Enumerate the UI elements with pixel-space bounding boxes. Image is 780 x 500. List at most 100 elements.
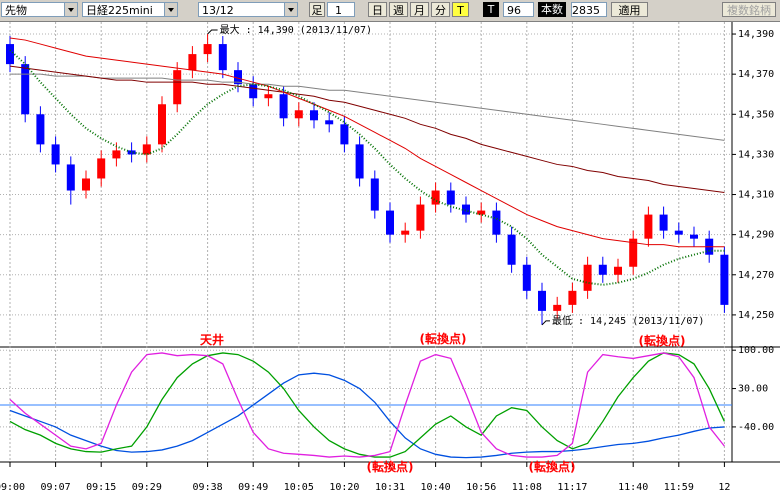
x-tick-label: 09:15 <box>86 482 116 493</box>
bars-label: 本数 <box>538 2 566 17</box>
month: 13/12 <box>202 4 234 17</box>
candle-body <box>584 265 592 291</box>
candle-body <box>143 144 151 154</box>
toolbar: 先物 日経225mini 13/12 足 1 日 週 月 分 T T 96 本数… <box>0 0 780 22</box>
candle-body <box>52 144 60 164</box>
candle-body <box>523 265 531 291</box>
x-tick-label: 10:20 <box>329 482 359 493</box>
min-label: 最低 : 14,245 (2013/11/07) <box>552 314 704 327</box>
candle-body <box>67 164 75 190</box>
market-select[interactable]: 先物 <box>1 2 78 17</box>
candle-body <box>508 235 516 265</box>
candle-body <box>310 110 318 120</box>
candle-body <box>675 231 683 235</box>
candle-body <box>204 44 212 54</box>
candle-body <box>447 191 455 205</box>
minute-button[interactable]: 分 <box>431 2 450 17</box>
candle-body <box>568 291 576 305</box>
candle-body <box>325 120 333 124</box>
y-tick-label: 14,350 <box>738 109 774 120</box>
product: 日経225mini <box>86 4 153 17</box>
month-button[interactable]: 月 <box>410 2 429 17</box>
annotation: (転換点) <box>420 331 467 346</box>
x-tick-label: 11:59 <box>664 482 694 493</box>
candle-body <box>660 215 668 231</box>
apply-button[interactable]: 適用 <box>611 2 648 17</box>
tick-button[interactable]: T <box>452 2 469 17</box>
x-tick-label: 11:40 <box>618 482 648 493</box>
candle-body <box>82 178 90 190</box>
y-tick-label: 14,390 <box>738 29 774 40</box>
chart-background <box>0 22 780 500</box>
month-select[interactable]: 13/12 <box>198 2 298 17</box>
x-tick-label: 12 <box>718 482 730 493</box>
candle-body <box>97 158 105 178</box>
annotation: (転換点) <box>639 333 686 348</box>
candle-body <box>614 267 622 275</box>
y-tick-label: 30.00 <box>738 384 768 395</box>
week-button[interactable]: 週 <box>389 2 408 17</box>
candle-body <box>173 70 181 104</box>
x-tick-label: 09:38 <box>193 482 223 493</box>
candle-body <box>356 144 364 178</box>
y-tick-label: 100.00 <box>738 345 774 356</box>
annotation: (転換点) <box>529 459 576 474</box>
max-label: 最大 : 14,390 (2013/11/07) <box>220 23 372 36</box>
x-tick-label: 09:49 <box>238 482 268 493</box>
x-tick-label: 10:56 <box>466 482 496 493</box>
x-tick-label: 09:07 <box>41 482 71 493</box>
multi-button[interactable]: 複数銘柄 <box>722 2 776 17</box>
candle-body <box>386 211 394 235</box>
annotation: 天井 <box>200 332 224 347</box>
candle-body <box>538 291 546 311</box>
bar-label: 足 <box>309 2 325 17</box>
tick-label: T <box>483 2 499 17</box>
y-tick-label: 14,370 <box>738 69 774 80</box>
candle-body <box>553 305 561 311</box>
x-tick-label: 11:08 <box>512 482 542 493</box>
candle-body <box>462 205 470 215</box>
product-select[interactable]: 日経225mini <box>82 2 178 17</box>
annotation: (転換点) <box>367 459 414 474</box>
bars-value[interactable]: 2835 <box>571 2 607 17</box>
candle-body <box>690 235 698 239</box>
candle-body <box>188 54 196 70</box>
x-tick-label: 09:29 <box>132 482 162 493</box>
tick-value[interactable]: 96 <box>503 2 534 17</box>
y-tick-label: 14,310 <box>738 190 774 201</box>
candle-body <box>112 150 120 158</box>
candle-body <box>219 44 227 70</box>
candle-body <box>477 211 485 215</box>
x-tick-label: 09:00 <box>0 482 25 493</box>
x-tick-label: 10:05 <box>284 482 314 493</box>
candle-body <box>158 104 166 144</box>
market: 先物 <box>5 4 27 17</box>
candle-body <box>644 215 652 239</box>
y-tick-label: -40.00 <box>738 422 774 433</box>
candle-body <box>371 178 379 210</box>
chart: 09:00 09:07 09:15 09:29 09:38 09:49 10:05 10:20… <box>0 22 780 500</box>
candle-body <box>295 110 303 118</box>
candle-body <box>6 44 14 64</box>
candle-body <box>401 231 409 235</box>
bar-count[interactable]: 1 <box>327 2 355 17</box>
candle-body <box>249 84 257 98</box>
x-tick-label: 10:31 <box>375 482 405 493</box>
candle-body <box>340 124 348 144</box>
candle-body <box>432 191 440 205</box>
x-tick-label: 11:17 <box>557 482 587 493</box>
y-tick-label: 14,290 <box>738 230 774 241</box>
candle-body <box>599 265 607 275</box>
candle-body <box>128 150 136 154</box>
y-tick-label: 14,330 <box>738 149 774 160</box>
day-button[interactable]: 日 <box>368 2 387 17</box>
x-tick-label: 10:40 <box>421 482 451 493</box>
candle-body <box>264 94 272 98</box>
candle-body <box>21 64 29 114</box>
candle-body <box>720 255 728 305</box>
candle-body <box>416 205 424 231</box>
candle-body <box>492 211 500 235</box>
candle-body <box>36 114 44 144</box>
y-tick-label: 14,270 <box>738 270 774 281</box>
